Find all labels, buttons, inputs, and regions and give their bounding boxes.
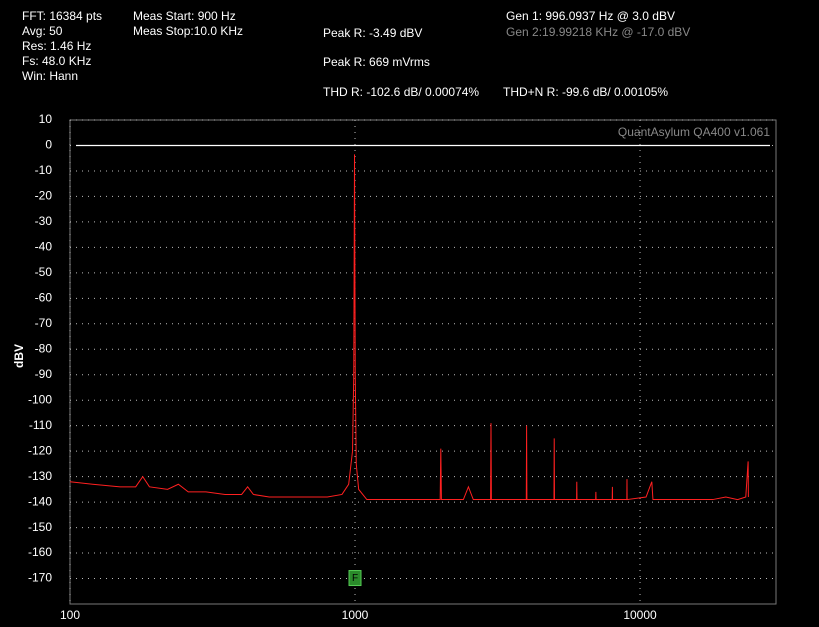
y-tick-label: -110	[29, 418, 52, 432]
x-tick-label: 1000	[342, 608, 369, 622]
info-text: Res: 1.46 Hz	[22, 39, 91, 53]
info-text: Meas Start: 900 Hz	[133, 9, 236, 23]
y-tick-label: -80	[35, 341, 53, 355]
thd-readout: THD R: -102.6 dB/ 0.00074%	[323, 85, 479, 99]
peak-readout: Peak R: -3.49 dBV	[323, 26, 422, 40]
y-axis-label: dBV	[12, 344, 26, 368]
y-tick-label: -40	[35, 240, 53, 254]
peak-readout: Peak R: 669 mVrms	[323, 55, 430, 69]
marker-label: F	[352, 573, 358, 584]
watermark: QuantAsylum QA400 v1.061	[618, 125, 770, 139]
thdn-readout: THD+N R: -99.6 dB/ 0.00105%	[503, 85, 668, 99]
y-tick-label: -70	[35, 316, 53, 330]
info-text: Avg: 50	[22, 24, 63, 38]
gen-readout: Gen 2:19.99218 KHz @ -17.0 dBV	[506, 25, 690, 39]
spectrum-line	[69, 154, 749, 501]
y-tick-label: 0	[45, 138, 52, 152]
y-tick-label: -160	[28, 545, 52, 559]
info-block: FFT: 16384 pts Avg: 50 Res: 1.46 Hz Fs: …	[22, 9, 690, 99]
gen-readout: Gen 1: 996.0937 Hz @ 3.0 dBV	[506, 9, 675, 23]
marker-box	[348, 570, 362, 587]
info-text: Win: Hann	[22, 69, 78, 83]
y-tick-label: -150	[28, 520, 52, 534]
x-tick-label: 100	[60, 608, 80, 622]
y-tick-label: -100	[28, 392, 52, 406]
info-text: Fs: 48.0 KHz	[22, 54, 91, 68]
y-tick-label: -90	[35, 367, 53, 381]
y-tick-label: -130	[28, 469, 52, 483]
plot-area	[69, 119, 777, 605]
y-tick-label: -30	[35, 214, 53, 228]
y-tick-label: 10	[39, 112, 53, 126]
y-tick-label: -140	[28, 494, 52, 508]
y-tick-label: -50	[35, 265, 53, 279]
y-tick-label: -170	[28, 571, 52, 585]
y-tick-label: -60	[35, 290, 53, 304]
y-tick-label: -10	[35, 163, 53, 177]
y-tick-label: -20	[35, 189, 53, 203]
info-text: Meas Stop:10.0 KHz	[133, 24, 243, 38]
x-tick-label: 10000	[623, 608, 657, 622]
y-tick-label: -120	[28, 443, 52, 457]
info-text: FFT: 16384 pts	[22, 9, 102, 23]
